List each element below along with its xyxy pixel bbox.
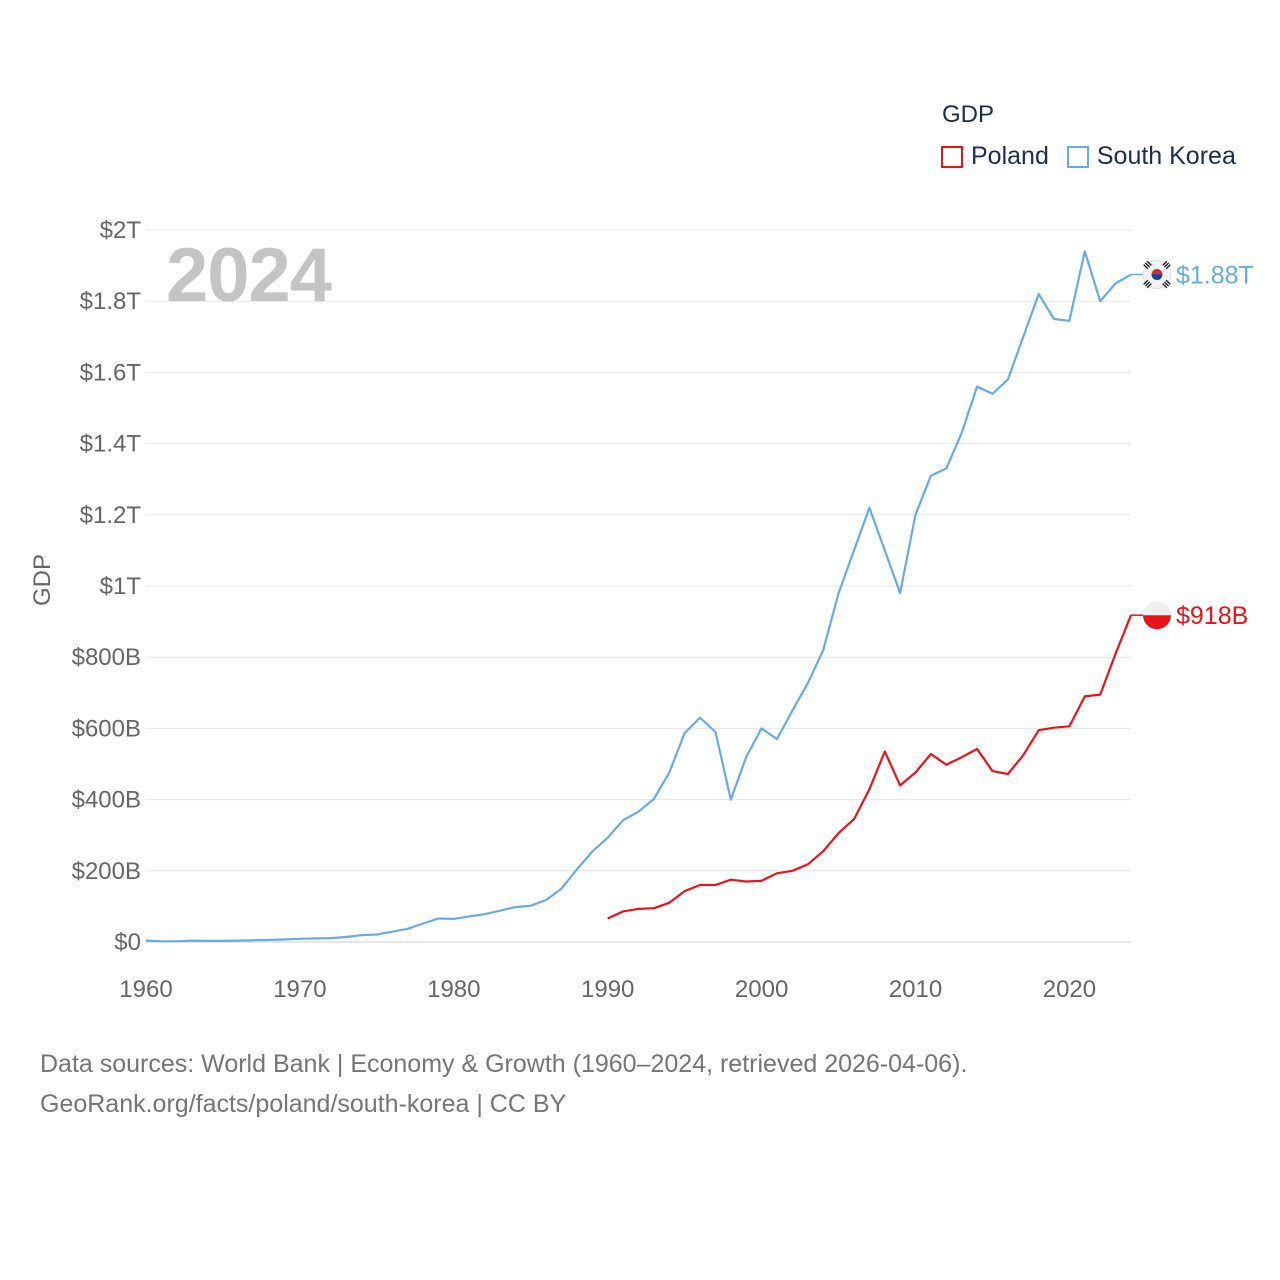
x-tick-label: 1990 <box>581 976 634 1003</box>
end-label-poland: $918B <box>1176 602 1248 630</box>
y-tick-label: $400B <box>72 787 141 814</box>
series-line-poland <box>607 614 1133 920</box>
grid-lines <box>146 229 1131 943</box>
x-tick-label: 2000 <box>735 976 788 1003</box>
y-tick-label: $2T <box>100 217 142 244</box>
y-tick-label: $200B <box>72 858 141 885</box>
y-tick-label: $800B <box>72 644 141 671</box>
end-label-south-korea: $1.88T <box>1176 262 1254 290</box>
y-tick-label: $600B <box>72 715 141 742</box>
end-markers: $918B $1.88T <box>1131 260 1254 630</box>
legend-swatch-south-korea <box>1066 145 1089 168</box>
y-axis-label: GDP <box>29 554 56 606</box>
legend-label-poland: Poland <box>971 142 1049 170</box>
south-korea-flag-icon <box>1142 260 1172 289</box>
x-axis-ticks: 1960 1970 1980 1990 2000 2010 2020 <box>119 976 1096 1003</box>
y-tick-label: $1.6T <box>80 359 142 386</box>
y-tick-label: $1T <box>100 573 142 600</box>
poland-flag-icon <box>1143 601 1171 630</box>
y-tick-label: $1.2T <box>80 502 142 529</box>
legend: Poland South Korea <box>941 142 1254 171</box>
y-tick-label: $1.8T <box>80 288 142 315</box>
footer-source: Data sources: World Bank | Economy & Gro… <box>40 1044 967 1124</box>
legend-item-south-korea[interactable]: South Korea <box>1066 142 1236 171</box>
x-tick-label: 1960 <box>119 976 172 1003</box>
y-axis-ticks: $0 $200B $400B $600B $800B $1T $1.2T $1.4T $1.6T… <box>72 217 142 956</box>
x-tick-label: 2010 <box>889 976 942 1003</box>
series-line-south-korea <box>145 250 1132 943</box>
year-watermark: 2024 <box>166 233 332 318</box>
y-tick-label: $1.4T <box>80 431 142 458</box>
x-tick-label: 1970 <box>273 976 326 1003</box>
footer-line-1: Data sources: World Bank | Economy & Gro… <box>40 1050 968 1078</box>
legend-item-poland[interactable]: Poland <box>941 142 1049 171</box>
footer-line-2: GeoRank.org/facts/poland/south-korea | C… <box>40 1090 567 1118</box>
legend-title: GDP <box>942 101 995 128</box>
y-tick-label: $0 <box>114 929 141 956</box>
legend-label-south-korea: South Korea <box>1096 142 1236 170</box>
x-tick-label: 1980 <box>427 976 480 1003</box>
series-lines <box>145 250 1133 943</box>
legend-swatch-poland <box>941 145 963 168</box>
x-tick-label: 2020 <box>1043 976 1096 1003</box>
